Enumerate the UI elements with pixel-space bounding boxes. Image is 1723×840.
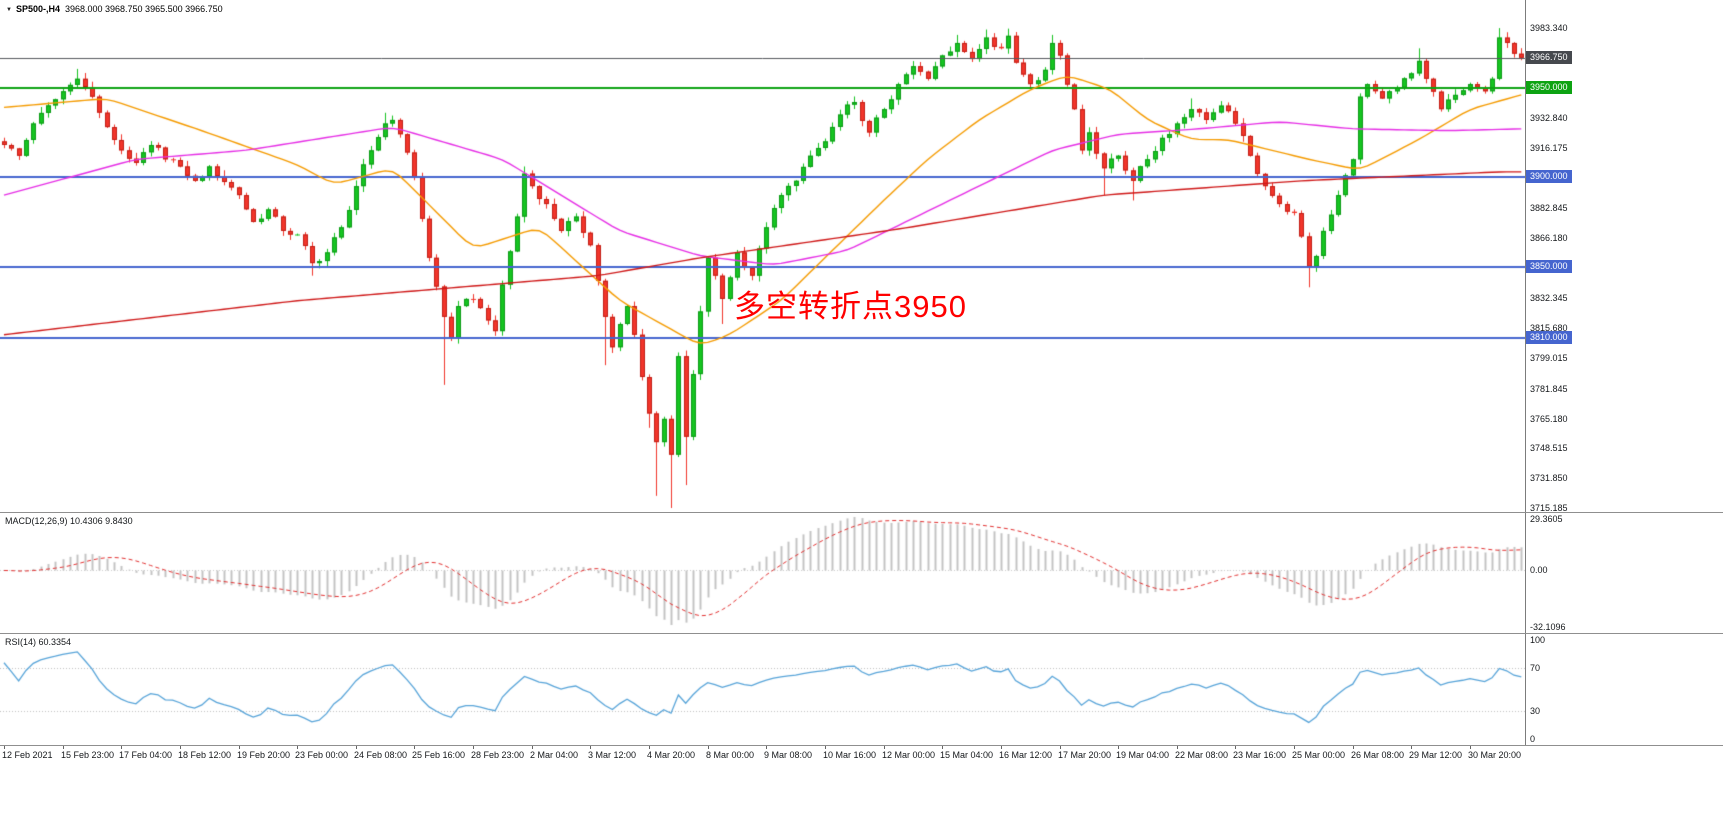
- time-tick-label: 23 Feb 00:00: [295, 750, 349, 760]
- time-tick-mark: [649, 746, 650, 749]
- time-tick-label: 22 Mar 08:00: [1175, 750, 1229, 760]
- rsi-value: 60.3354: [38, 637, 72, 647]
- time-tick-mark: [1411, 746, 1412, 749]
- time-tick-mark: [356, 746, 357, 749]
- hline-3950-tag[interactable]: 3950.000: [1526, 81, 1572, 94]
- time-tick-label: 28 Feb 23:00: [471, 750, 525, 760]
- price-tick-label: 3748.515: [1530, 443, 1568, 453]
- time-tick-label: 25 Mar 00:00: [1292, 750, 1346, 760]
- hline-3900-tag[interactable]: 3900.000: [1526, 170, 1572, 183]
- price-tick-label: 3866.180: [1530, 233, 1568, 243]
- macd-tick-label: 0.00: [1530, 565, 1548, 575]
- rsi-tick-label: 0: [1530, 734, 1536, 744]
- time-tick-mark: [63, 746, 64, 749]
- macd-name: MACD(12,26,9): [5, 516, 68, 526]
- rsi-name: RSI(14): [5, 637, 37, 647]
- symbol-timeframe-label: SP500-,H4: [15, 4, 60, 14]
- macd-tick-label: -32.1096: [1530, 622, 1566, 632]
- price-tick-label: 3781.845: [1530, 384, 1568, 394]
- time-tick-mark: [297, 746, 298, 749]
- time-tick-label: 19 Feb 20:00: [237, 750, 291, 760]
- rsi-tick-label: 30: [1530, 706, 1541, 716]
- rsi-indicator-label: RSI(14) 60.3354: [5, 637, 71, 647]
- time-tick-mark: [239, 746, 240, 749]
- time-tick-mark: [1353, 746, 1354, 749]
- panel-separator[interactable]: [0, 633, 1723, 634]
- time-tick-label: 3 Mar 12:00: [588, 750, 637, 760]
- time-tick-label: 17 Feb 04:00: [119, 750, 173, 760]
- current-price-tag[interactable]: 3966.750: [1526, 51, 1572, 64]
- time-tick-mark: [825, 746, 826, 749]
- ohlc-quote-values: 3968.000 3968.750 3965.500 3966.750: [64, 4, 223, 14]
- rsi-tick-label: 100: [1530, 635, 1546, 645]
- time-tick-label: 29 Mar 12:00: [1409, 750, 1463, 760]
- time-tick-label: 23 Mar 16:00: [1233, 750, 1287, 760]
- macd-tick-label: 29.3605: [1530, 514, 1563, 524]
- price-tick-label: 3731.850: [1530, 473, 1568, 483]
- time-tick-mark: [590, 746, 591, 749]
- time-tick-mark: [473, 746, 474, 749]
- time-tick-mark: [1001, 746, 1002, 749]
- time-tick-mark: [4, 746, 5, 749]
- time-tick-label: 4 Mar 20:00: [647, 750, 696, 760]
- time-tick-label: 2 Mar 04:00: [530, 750, 579, 760]
- time-tick-label: 25 Feb 16:00: [412, 750, 466, 760]
- time-tick-label: 15 Mar 04:00: [940, 750, 994, 760]
- macd-panel-canvas[interactable]: [0, 513, 1525, 633]
- price-scale[interactable]: 3983.340 3932.840 3916.175 3882.845 3866.180…: [1525, 0, 1723, 746]
- price-tick-label: 3932.840: [1530, 113, 1568, 123]
- time-tick-mark: [414, 746, 415, 749]
- time-tick-mark: [942, 746, 943, 749]
- time-tick-mark: [1177, 746, 1178, 749]
- price-tick-label: 3916.175: [1530, 143, 1568, 153]
- macd-values: 10.4306 9.8430: [70, 516, 133, 526]
- time-tick-mark: [1060, 746, 1061, 749]
- chart-annotation-text[interactable]: 多空转折点3950: [734, 289, 967, 324]
- time-tick-mark: [1118, 746, 1119, 749]
- time-tick-label: 12 Mar 00:00: [882, 750, 936, 760]
- time-tick-mark: [708, 746, 709, 749]
- symbol-marker-icon: ▼: [6, 7, 12, 13]
- hline-3850-tag[interactable]: 3850.000: [1526, 260, 1572, 273]
- price-tick-label: 3815.680: [1530, 323, 1568, 333]
- time-tick-mark: [884, 746, 885, 749]
- price-tick-label: 3882.845: [1530, 203, 1568, 213]
- time-tick-mark: [1294, 746, 1295, 749]
- price-tick-label: 3799.015: [1530, 353, 1568, 363]
- main-chart-canvas[interactable]: [0, 0, 1525, 512]
- price-tick-label: 3715.185: [1530, 503, 1568, 513]
- time-tick-label: 30 Mar 20:00: [1468, 750, 1522, 760]
- time-tick-label: 15 Feb 23:00: [61, 750, 115, 760]
- time-tick-label: 12 Feb 2021: [2, 750, 53, 760]
- time-tick-mark: [532, 746, 533, 749]
- time-tick-label: 19 Mar 04:00: [1116, 750, 1170, 760]
- rsi-tick-label: 70: [1530, 663, 1541, 673]
- price-tick-label: 3983.340: [1530, 23, 1568, 33]
- time-tick-mark: [121, 746, 122, 749]
- time-tick-label: 10 Mar 16:00: [823, 750, 877, 760]
- rsi-panel-canvas[interactable]: [0, 634, 1525, 745]
- time-tick-mark: [766, 746, 767, 749]
- time-tick-mark: [1235, 746, 1236, 749]
- time-tick-label: 26 Mar 08:00: [1351, 750, 1405, 760]
- time-axis-separator: [0, 745, 1723, 746]
- price-tick-label: 3832.345: [1530, 293, 1568, 303]
- time-tick-label: 9 Mar 08:00: [764, 750, 813, 760]
- time-tick-label: 17 Mar 20:00: [1058, 750, 1112, 760]
- time-tick-label: 18 Feb 12:00: [178, 750, 232, 760]
- hline-3810-tag[interactable]: 3810.000: [1526, 331, 1572, 344]
- time-scale[interactable]: 12 Feb 2021 15 Feb 23:00 17 Feb 04:00 18 Fe…: [0, 746, 1723, 768]
- time-tick-label: 24 Feb 08:00: [354, 750, 408, 760]
- macd-indicator-label: MACD(12,26,9) 10.4306 9.8430: [5, 516, 133, 526]
- panel-separator[interactable]: [0, 512, 1723, 513]
- time-tick-label: 8 Mar 00:00: [706, 750, 755, 760]
- chart-header: ▼ SP500-,H4 3968.000 3968.750 3965.500 396…: [6, 4, 223, 14]
- price-tick-label: 3765.180: [1530, 414, 1568, 424]
- time-tick-mark: [180, 746, 181, 749]
- time-tick-label: 16 Mar 12:00: [999, 750, 1053, 760]
- time-tick-mark: [1470, 746, 1471, 749]
